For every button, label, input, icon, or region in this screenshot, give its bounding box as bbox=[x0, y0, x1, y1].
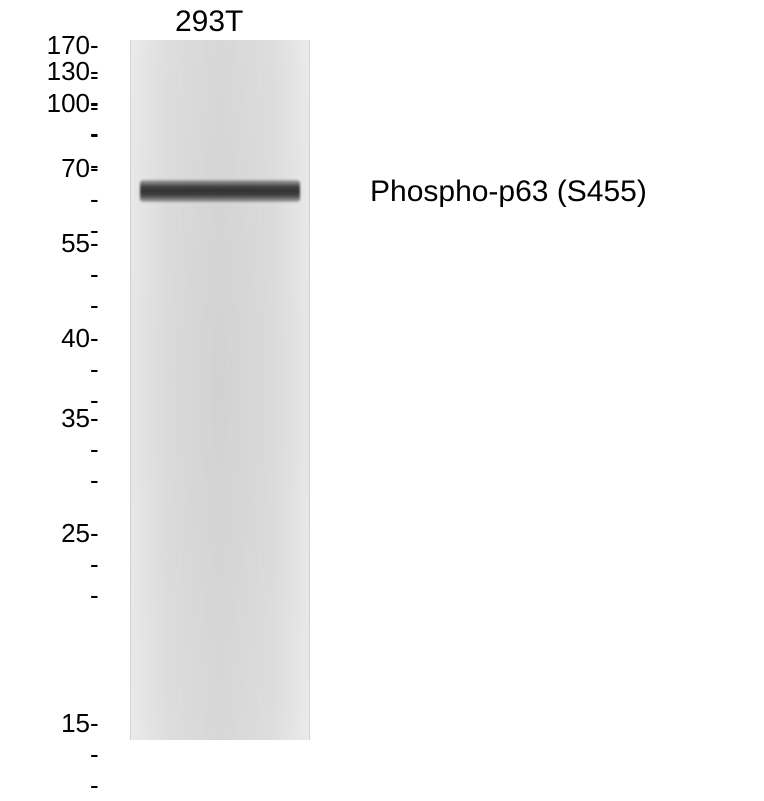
mw-label-130: 130--- bbox=[0, 56, 90, 87]
tick-mark: --- bbox=[90, 708, 99, 801]
lane-header: 293T bbox=[175, 5, 243, 39]
lane-header-text: 293T bbox=[175, 5, 243, 38]
protein-band bbox=[140, 180, 300, 202]
western-blot-figure: 293T Phospho-p63 (S455) 170--- 130--- 10… bbox=[0, 0, 764, 764]
mw-label-35: 35--- bbox=[0, 403, 90, 434]
mw-label-100: 100--- bbox=[0, 88, 90, 119]
tick-mark: --- bbox=[90, 228, 99, 321]
mw-label-25: 25--- bbox=[0, 518, 90, 549]
mw-label-55: 55--- bbox=[0, 228, 90, 259]
tick-mark: --- bbox=[90, 403, 99, 496]
tick-mark: --- bbox=[90, 518, 99, 611]
blot-lane bbox=[130, 40, 310, 740]
mw-label-40: 40--- bbox=[0, 323, 90, 354]
band-label-text: Phospho-p63 (S455) bbox=[370, 175, 647, 208]
band-annotation: Phospho-p63 (S455) bbox=[370, 175, 647, 209]
mw-label-15: 15--- bbox=[0, 708, 90, 739]
mw-label-70: 70--- bbox=[0, 153, 90, 184]
